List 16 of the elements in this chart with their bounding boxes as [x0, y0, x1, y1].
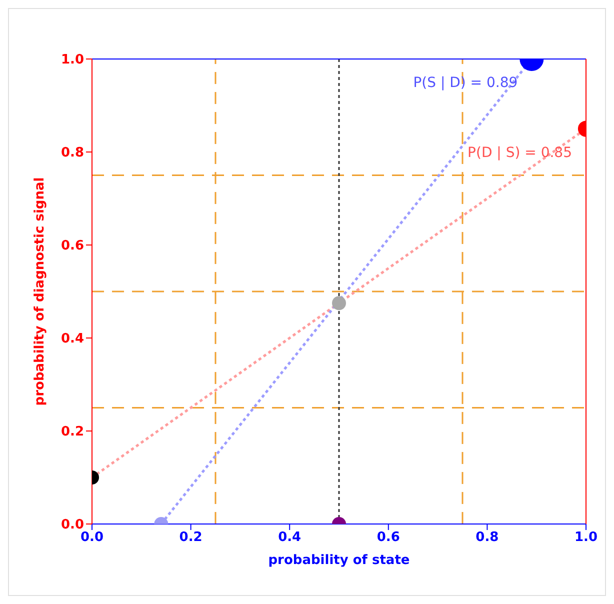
y-tick-label: 0.8: [60, 146, 84, 161]
y-tick-label: 0.4: [60, 332, 84, 347]
x-tick-label: 0.6: [376, 530, 400, 546]
y-tick-label: 0.0: [60, 518, 84, 533]
x-axis-title: probability of state: [268, 553, 410, 568]
x-tick-label: 0.4: [278, 530, 302, 546]
x-tick-label: 0.8: [476, 530, 499, 546]
y-axis-title: probability of diagnostic signal: [32, 177, 48, 406]
x-tick-label: 0.0: [80, 530, 104, 546]
x-tick-label: 0.2: [179, 530, 202, 546]
annotation: P(D | S) = 0.85: [468, 144, 572, 161]
x-tick-label: 1.0: [574, 530, 598, 546]
y-tick-label: 0.2: [60, 424, 84, 440]
annotation: P(S | D) = 0.89: [413, 75, 518, 91]
y-tick-label: 0.6: [60, 238, 84, 254]
y-tick-label: 1.0: [60, 52, 84, 68]
